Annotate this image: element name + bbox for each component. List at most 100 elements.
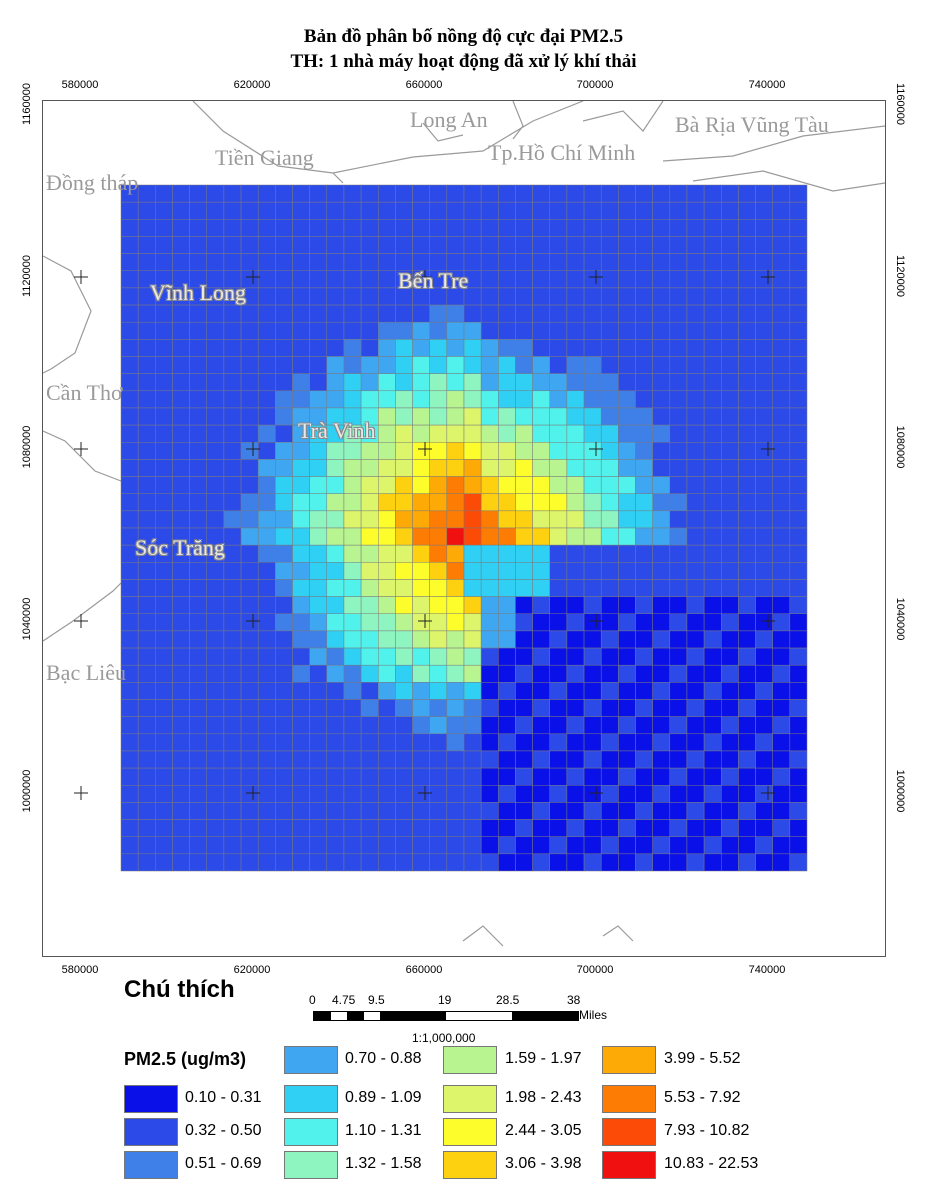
grid-cell [755, 596, 773, 615]
grid-cell [772, 733, 791, 752]
grid-cell [309, 476, 328, 494]
grid-cell [600, 407, 619, 426]
grid-cell [635, 544, 653, 563]
grid-cell [618, 270, 636, 289]
grid-cell [343, 819, 362, 837]
grid-cell [292, 819, 310, 837]
grid-cell [292, 682, 310, 700]
grid-cell [703, 184, 722, 203]
grid-cell [652, 630, 671, 649]
grid-cell [686, 647, 705, 666]
graticule-cross [761, 442, 775, 456]
grid-cell [789, 390, 808, 409]
grid-cell [412, 407, 430, 426]
scale-label-0: 0 [309, 993, 316, 1007]
grid-cell [172, 356, 190, 374]
grid-cell [429, 596, 448, 615]
grid-cell [515, 476, 533, 494]
grid-cell [549, 339, 568, 357]
grid-cell [120, 613, 139, 632]
grid-cell [618, 459, 636, 477]
grid-cell [703, 321, 722, 340]
grid-cell [309, 390, 328, 409]
grid-cell [772, 236, 791, 254]
grid-cell [446, 682, 465, 700]
grid-cell [446, 596, 465, 615]
grid-cell [669, 184, 688, 203]
grid-cell [378, 339, 396, 357]
grid-cell [360, 596, 379, 615]
grid-cell [292, 716, 310, 735]
grid-cell [789, 476, 808, 494]
grid-cell [721, 184, 739, 203]
graticule-cross [246, 442, 260, 456]
grid-cell [515, 579, 533, 597]
grid-cell [498, 562, 516, 580]
grid-cell [721, 647, 739, 666]
grid-cell [240, 596, 259, 615]
grid-cell [686, 219, 705, 237]
grid-cell [618, 544, 636, 563]
grid-cell [635, 287, 653, 306]
grid-cell [789, 767, 808, 786]
y-tick-left-1080000: 1080000 [21, 425, 33, 469]
grid-cell [155, 493, 173, 512]
x-tick-bottom-740000: 740000 [748, 964, 786, 976]
grid-cell [618, 442, 636, 460]
place-label-tien-giang: Tiền Giang [215, 145, 314, 170]
grid-cell [789, 356, 808, 374]
grid-cell [275, 510, 293, 529]
grid-cell [223, 184, 242, 203]
grid-cell [378, 802, 396, 820]
grid-cell [532, 459, 551, 477]
grid-cell [172, 767, 190, 786]
grid-cell [721, 424, 739, 443]
grid-cell [412, 733, 430, 752]
grid-cell [772, 442, 791, 460]
grid-cell [669, 647, 688, 666]
grid-cell [686, 424, 705, 443]
grid-cell [360, 321, 379, 340]
grid-cell [378, 201, 396, 220]
grid-cell [172, 733, 190, 752]
grid-cell [309, 493, 328, 512]
scale-label-9-5: 9.5 [368, 993, 385, 1007]
grid-cell [566, 424, 585, 443]
grid-cell [703, 664, 722, 683]
grid-cell [566, 287, 585, 306]
grid-cell [772, 716, 791, 735]
grid-cell [669, 407, 688, 426]
grid-cell [223, 819, 242, 837]
grid-cell [240, 373, 259, 392]
grid-cell [463, 442, 482, 460]
grid-cell [549, 493, 568, 512]
grid-cell [240, 442, 259, 460]
legend-swatch-9 [443, 1118, 497, 1146]
grid-cell [498, 750, 516, 769]
grid-cell [669, 682, 688, 700]
grid-cell [686, 699, 705, 717]
place-label-can-tho: Cần Thơ [46, 380, 123, 405]
grid-cell [240, 339, 259, 357]
grid-cell [669, 510, 688, 529]
grid-cell [755, 493, 773, 512]
grid-cell [549, 716, 568, 735]
grid-cell [789, 664, 808, 683]
x-tick-bottom-700000: 700000 [576, 964, 614, 976]
grid-cell [480, 442, 499, 460]
grid-cell [498, 236, 516, 254]
grid-cell [618, 527, 636, 546]
grid-cell [515, 802, 533, 820]
legend-label-4: 0.89 - 1.09 [345, 1089, 422, 1106]
grid-cell [515, 304, 533, 323]
grid-cell [309, 184, 328, 203]
grid-cell [480, 613, 499, 632]
grid-cell [738, 510, 756, 529]
grid-cell [515, 356, 533, 374]
grid-cell [721, 373, 739, 392]
grid-cell [446, 184, 465, 203]
scale-unit: Miles [579, 1008, 608, 1022]
grid-cell [292, 287, 310, 306]
grid-cell [549, 664, 568, 683]
grid-cell [515, 750, 533, 769]
